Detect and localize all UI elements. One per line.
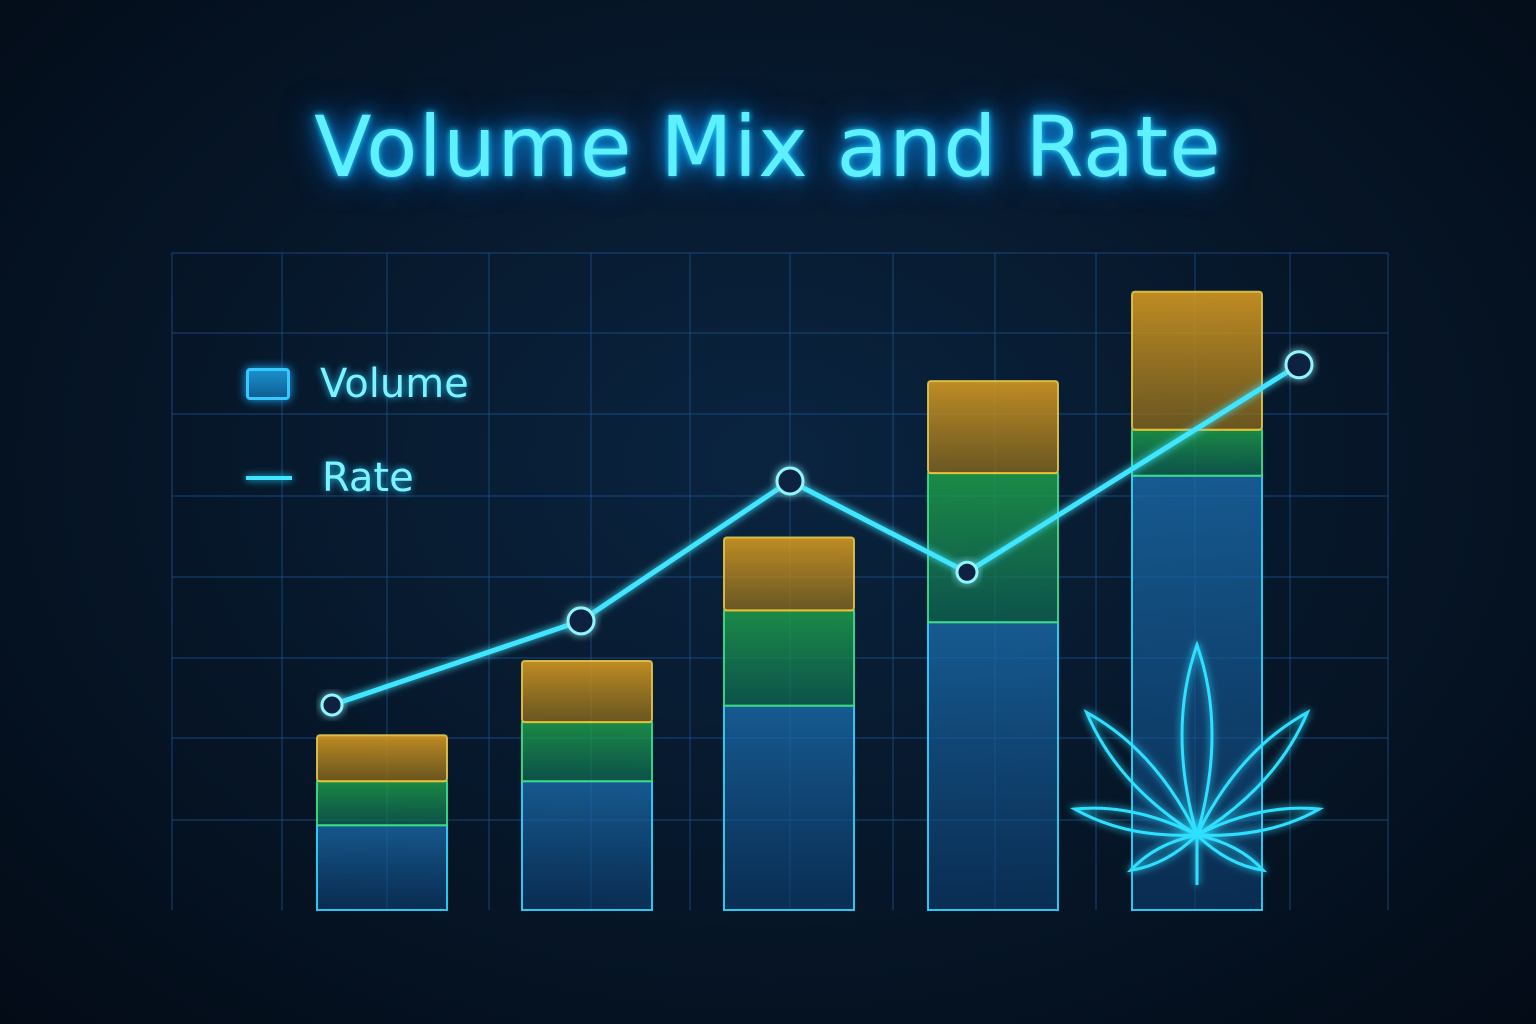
leaf-petal <box>1191 806 1325 837</box>
bar-segment <box>723 704 855 911</box>
bar-segment <box>723 609 855 707</box>
bar-segment <box>316 824 448 912</box>
bar-segment <box>927 472 1059 624</box>
rate-line <box>320 350 1314 717</box>
bars <box>316 290 1263 912</box>
bar-outline <box>723 536 855 911</box>
rate-point <box>566 606 596 636</box>
rate-point <box>955 560 979 584</box>
leaf-petal <box>1192 832 1268 873</box>
leaf-petal <box>1083 709 1201 840</box>
bar-segment <box>723 536 855 612</box>
bar-segment <box>1131 428 1263 477</box>
bar-outline <box>521 660 653 911</box>
cannabis-leaf-icon <box>1069 640 1325 885</box>
bar-segment <box>927 380 1059 475</box>
bar-segment <box>521 721 653 783</box>
legend-label: Rate <box>322 455 414 501</box>
bar-outline <box>1131 291 1263 911</box>
bar-segment <box>521 780 653 912</box>
bar-segment <box>521 659 653 724</box>
leaf-petal <box>1069 806 1203 837</box>
leaf-petal <box>1180 640 1214 841</box>
chart-title: Volume Mix and Rate <box>314 98 1222 196</box>
bar-segment <box>316 734 448 783</box>
rate-point <box>775 466 805 496</box>
bar-outline <box>927 380 1059 911</box>
rate-point <box>320 693 344 717</box>
leaf-petal <box>1193 709 1311 840</box>
rate-swatch <box>246 476 292 480</box>
bar-segment <box>927 621 1059 911</box>
legend-item-volume: Volume <box>246 360 469 408</box>
bar-outline <box>316 734 448 911</box>
volume-swatch <box>246 368 290 400</box>
legend-item-rate: Rate <box>246 454 469 502</box>
legend-label: Volume <box>320 361 469 407</box>
rate-point <box>1284 350 1314 380</box>
leaf-petal <box>1126 832 1202 873</box>
bar-segment <box>316 780 448 827</box>
legend: Volume Rate <box>246 360 469 548</box>
bar-segment <box>1131 290 1263 431</box>
